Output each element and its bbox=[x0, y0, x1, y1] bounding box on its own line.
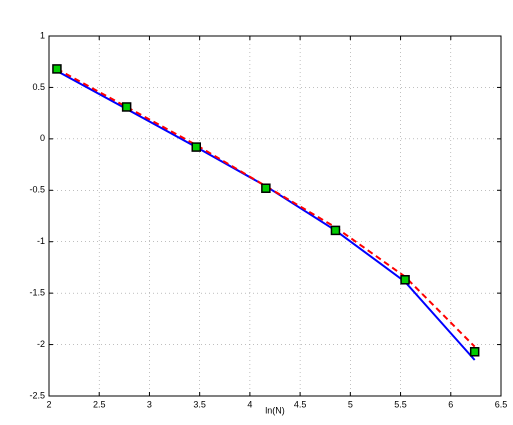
data-marker bbox=[261, 183, 271, 193]
data-marker bbox=[330, 225, 341, 236]
x-tick-label: 2.5 bbox=[93, 399, 106, 409]
x-tick-label: 6.5 bbox=[495, 399, 508, 409]
data-marker bbox=[469, 347, 480, 357]
x-tick-label: 2 bbox=[46, 399, 51, 409]
x-tick-label: 3.5 bbox=[193, 399, 206, 409]
y-tick-label: -0.5 bbox=[29, 185, 45, 195]
data-marker bbox=[121, 102, 132, 112]
data-marker bbox=[191, 142, 202, 152]
x-tick-label: 4 bbox=[247, 399, 252, 409]
x-tick-label: 5.5 bbox=[394, 399, 407, 409]
x-tick-label: 5 bbox=[348, 399, 353, 409]
axes-box bbox=[48, 35, 502, 397]
plot-area bbox=[49, 36, 501, 396]
y-tick-label: -2 bbox=[37, 339, 45, 349]
data-marker bbox=[52, 64, 62, 74]
y-tick-label: 0 bbox=[40, 133, 45, 143]
x-tick-label: 3 bbox=[147, 399, 152, 409]
x-tick-label: 6 bbox=[448, 399, 453, 409]
y-tick-label: 1 bbox=[40, 30, 45, 40]
x-tick-label: 4.5 bbox=[294, 399, 307, 409]
y-tick-label: -1 bbox=[37, 236, 45, 246]
y-tick-label: 0.5 bbox=[32, 82, 45, 92]
y-tick-label: -1.5 bbox=[29, 288, 45, 298]
y-tick-label: -2.5 bbox=[29, 390, 45, 400]
x-axis-label: ln(N) bbox=[265, 405, 285, 415]
data-marker bbox=[400, 275, 410, 285]
